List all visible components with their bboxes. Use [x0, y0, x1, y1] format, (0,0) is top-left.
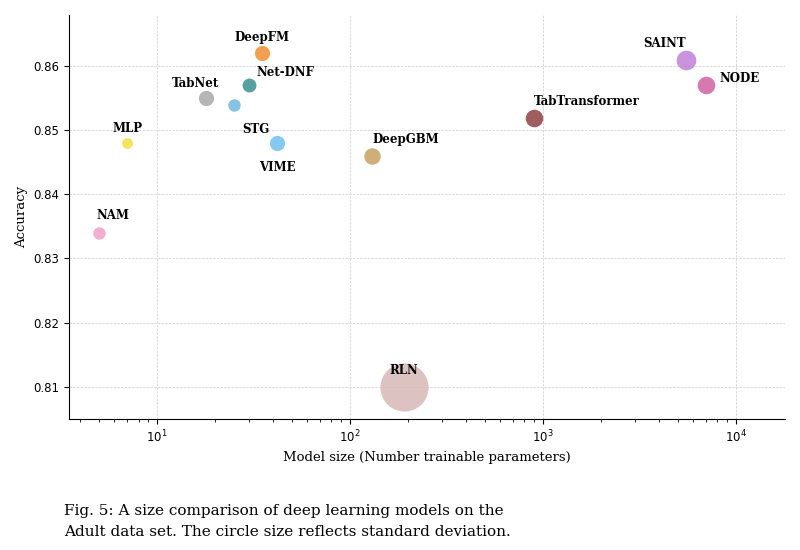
Text: MLP: MLP — [112, 122, 142, 135]
Point — [200, 94, 213, 103]
Text: Fig. 5: A size comparison of deep learning models on the
Adult data set. The cir: Fig. 5: A size comparison of deep learni… — [64, 504, 510, 539]
Point — [121, 139, 134, 147]
Text: STG: STG — [242, 123, 270, 136]
Point — [227, 100, 240, 109]
Text: DeepGBM: DeepGBM — [372, 133, 438, 146]
Text: RLN: RLN — [390, 364, 418, 377]
Text: TabTransformer: TabTransformer — [534, 95, 640, 108]
Point — [699, 81, 712, 90]
Text: TabNet: TabNet — [172, 77, 219, 90]
Point — [366, 152, 378, 161]
Point — [243, 81, 256, 90]
Point — [271, 139, 284, 147]
Text: Net-DNF: Net-DNF — [256, 65, 314, 79]
Text: NAM: NAM — [96, 208, 130, 222]
Text: VIME: VIME — [259, 161, 296, 174]
Text: DeepFM: DeepFM — [234, 31, 290, 43]
Point — [679, 56, 692, 64]
Y-axis label: Accuracy: Accuracy — [15, 186, 28, 248]
Text: SAINT: SAINT — [643, 37, 686, 50]
Point — [528, 113, 541, 122]
Point — [256, 49, 269, 58]
Point — [398, 382, 410, 391]
Point — [93, 228, 106, 237]
Text: NODE: NODE — [720, 73, 760, 85]
X-axis label: Model size (Number trainable parameters): Model size (Number trainable parameters) — [283, 450, 571, 464]
